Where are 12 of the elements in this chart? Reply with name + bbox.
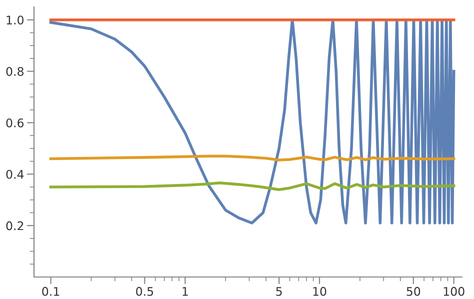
x-tick-label: 100 [444, 286, 464, 296]
x-tick-label: 0.5 [136, 286, 154, 296]
x-tick-label: 1 [182, 287, 188, 296]
y-tick-label: 0.4 [6, 170, 24, 179]
y-tick-label: 0.2 [6, 221, 24, 230]
x-tick-label: 50 [406, 286, 420, 296]
y-tick-label: 0.6 [6, 118, 24, 128]
y-tick-label: 0.8 [6, 67, 24, 76]
x-tick-label: 0.1 [42, 286, 60, 296]
y-tick-label: 1.0 [6, 16, 24, 25]
x-tick-label: 10 [313, 286, 326, 296]
x-tick-label: 5 [276, 287, 282, 296]
